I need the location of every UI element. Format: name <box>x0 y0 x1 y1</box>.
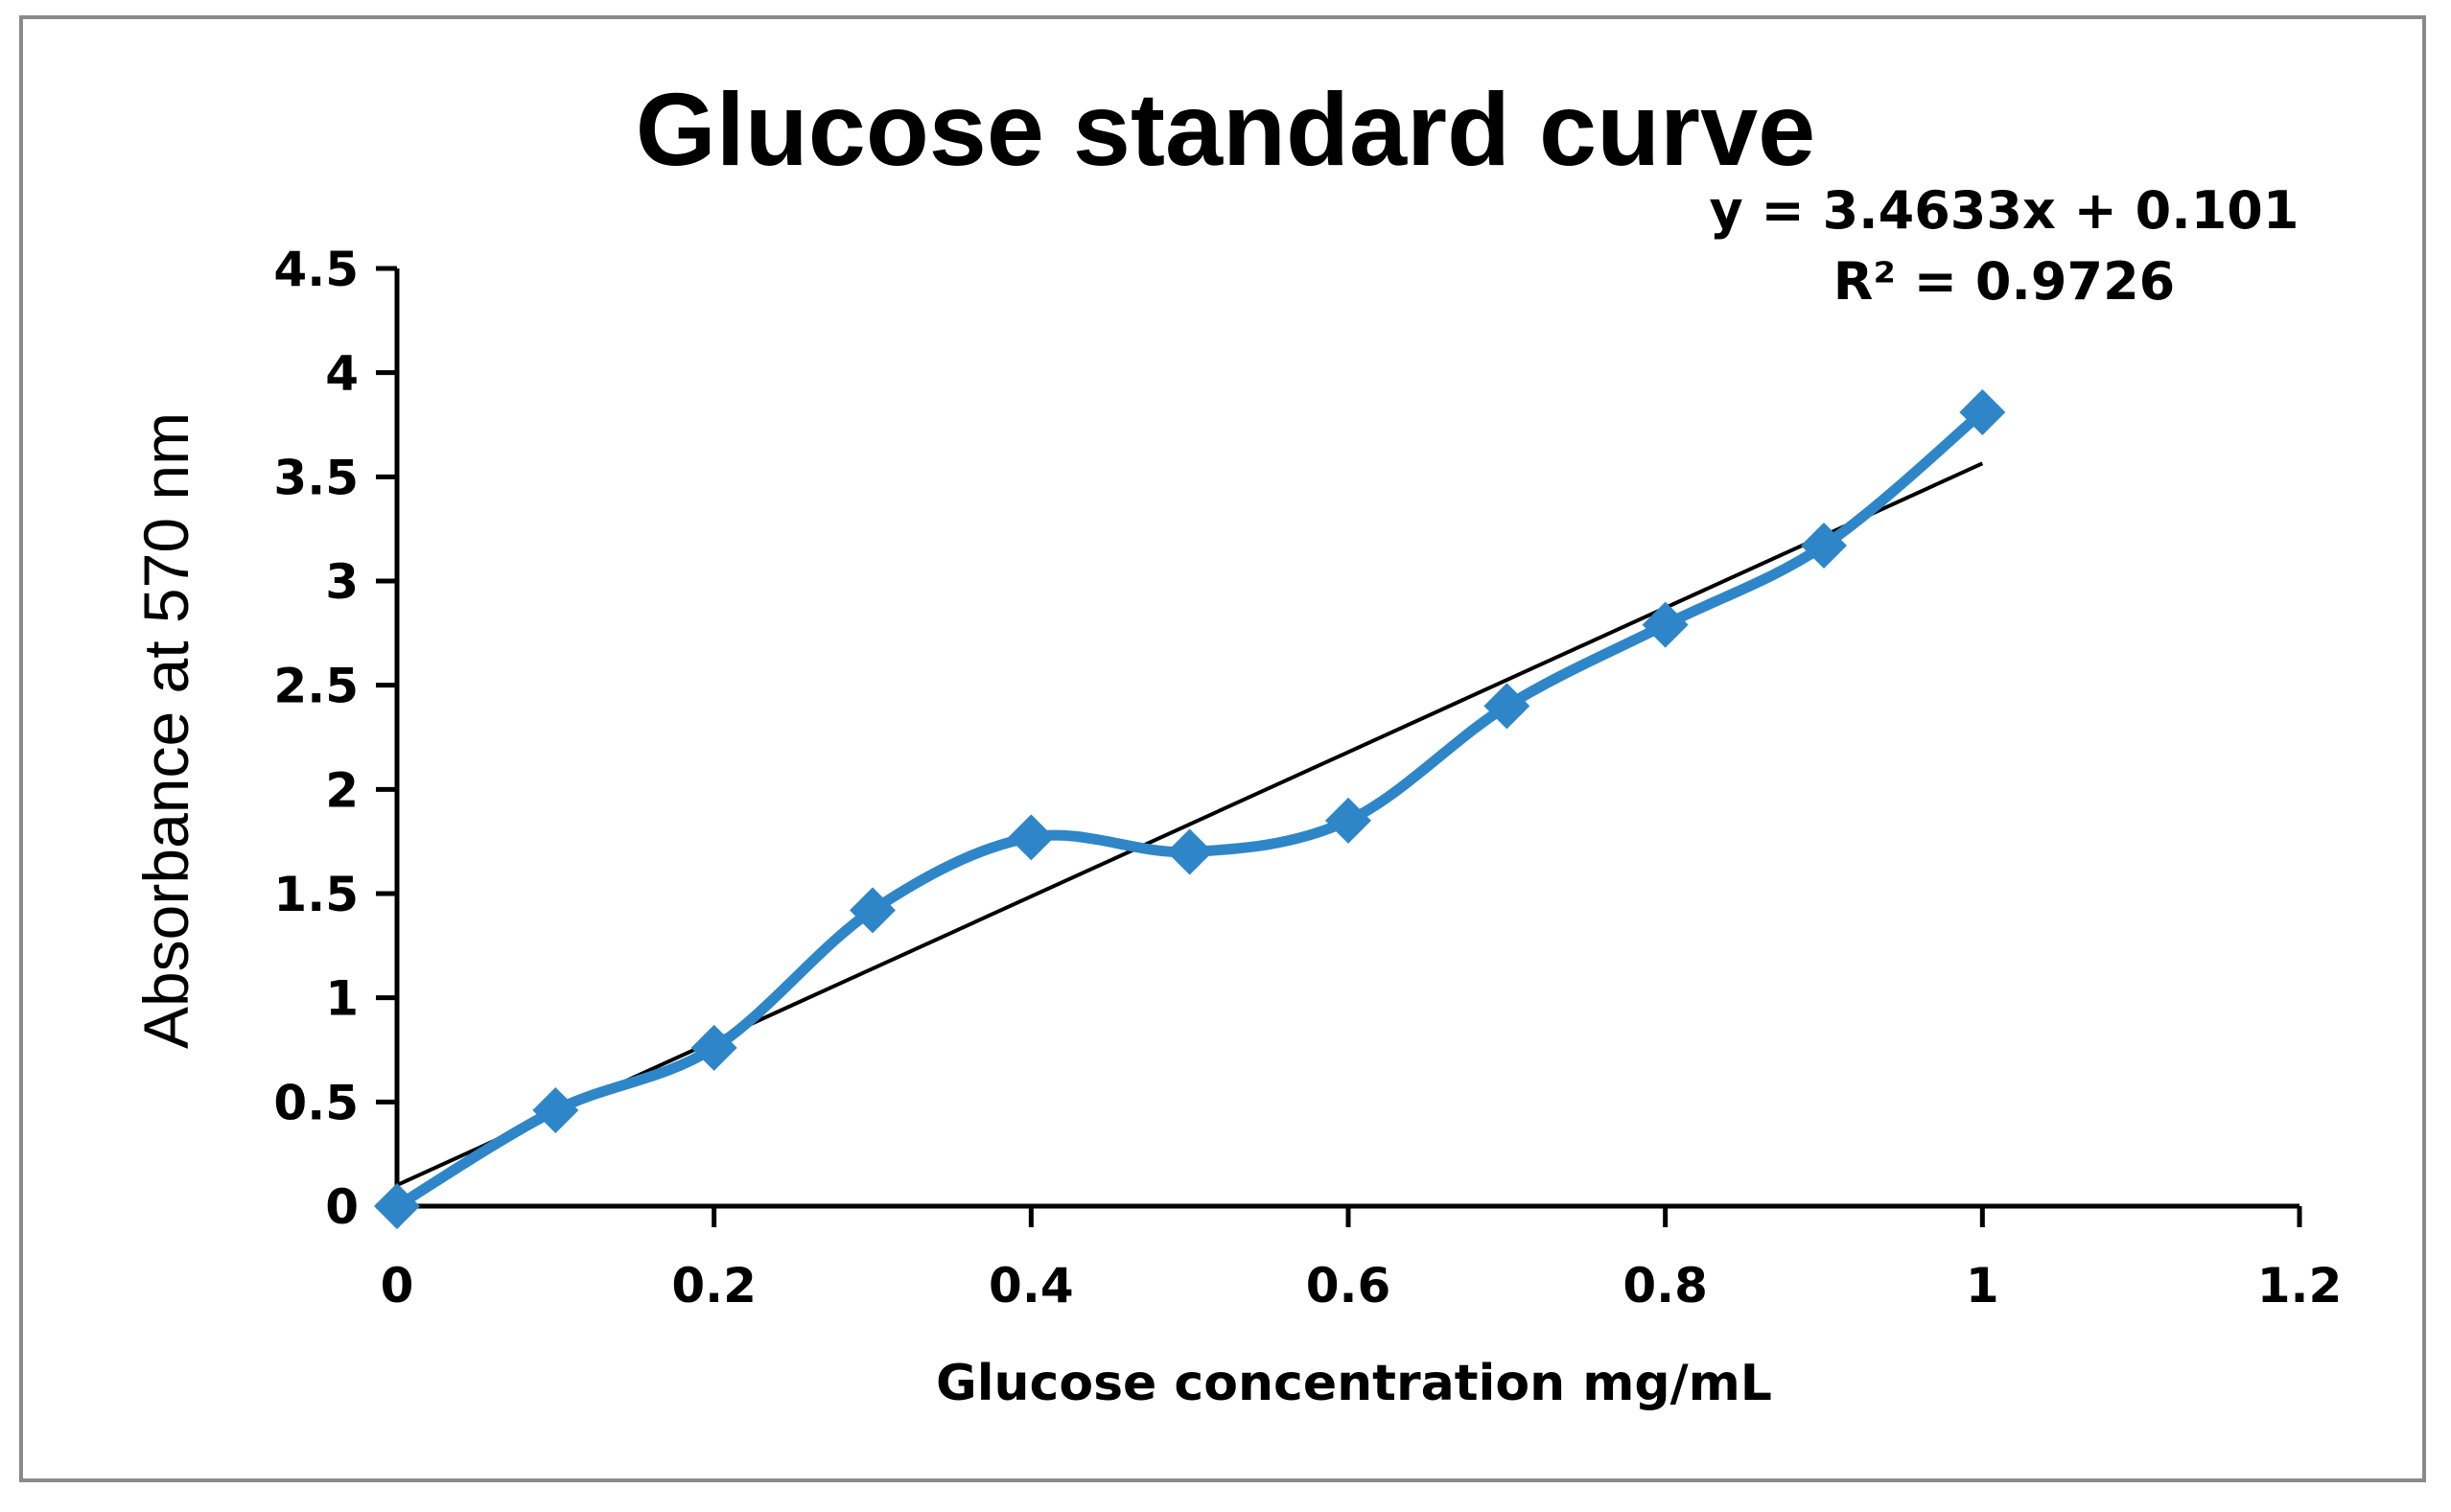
x-axis-ticks: 0 0.2 0.4 0.6 0.8 1 1.2 <box>381 1206 2343 1314</box>
y-tick-label: 3 <box>325 554 359 610</box>
data-point <box>1959 388 2006 435</box>
y-axis-ticks: 0 0.5 1 1.5 2 2.5 3 3.5 4 4.5 <box>273 242 397 1235</box>
y-tick-label: 2 <box>325 762 359 818</box>
y-tick-label: 2.5 <box>273 659 359 714</box>
x-tick-label: 1 <box>1966 1258 1999 1314</box>
data-point <box>690 1024 737 1071</box>
chart-title: Glucose standard curve <box>636 71 1815 187</box>
data-point <box>1008 814 1055 861</box>
data-point <box>1483 683 1530 730</box>
x-tick-label: 0.2 <box>671 1258 757 1314</box>
data-point <box>1325 797 1371 844</box>
x-tick-label: 0.8 <box>1622 1258 1708 1314</box>
y-tick-label: 1.5 <box>273 867 359 922</box>
trendline-group <box>396 461 1984 1187</box>
y-tick-label: 4 <box>325 346 359 402</box>
chart-frame <box>19 15 2426 1482</box>
x-tick-label: 0 <box>381 1258 414 1314</box>
series-line <box>391 407 1988 1212</box>
x-tick-label: 1.2 <box>2257 1258 2343 1314</box>
y-tick-label: 3.5 <box>273 450 359 505</box>
data-point <box>1166 828 1213 875</box>
x-tick-label: 0.6 <box>1306 1258 1391 1314</box>
data-point <box>1801 523 1847 570</box>
y-tick-label: 0 <box>325 1179 359 1235</box>
series-group <box>374 388 2006 1229</box>
trendline-r-squared: R² = 0.9726 <box>1833 251 2175 312</box>
y-tick-label: 0.5 <box>273 1075 359 1130</box>
trendline-equation: y = 3.4633x + 0.101 <box>1710 180 2299 241</box>
x-axis-label: Glucose concentration mg/mL <box>936 1355 1772 1412</box>
data-point <box>850 887 896 934</box>
y-tick-label: 1 <box>325 971 359 1027</box>
trendline <box>396 461 1984 1187</box>
x-tick-label: 0.4 <box>989 1258 1074 1314</box>
data-point <box>1642 601 1689 648</box>
y-axis-label: Absorbance at 570 nm <box>130 412 201 1049</box>
data-point <box>374 1183 420 1229</box>
data-point <box>532 1087 579 1134</box>
y-tick-label: 4.5 <box>273 242 359 297</box>
